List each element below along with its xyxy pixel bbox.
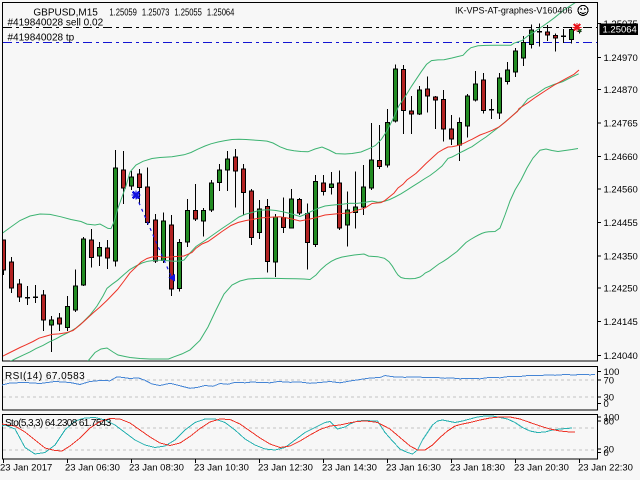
svg-text:23 Jan 08:30: 23 Jan 08:30	[129, 463, 184, 474]
svg-text:1.24660: 1.24660	[604, 152, 638, 163]
svg-text:23 Jan 10:30: 23 Jan 10:30	[194, 463, 249, 474]
svg-text:23 Jan 20:30: 23 Jan 20:30	[514, 463, 569, 474]
svg-text:#419840028 tp: #419840028 tp	[8, 33, 75, 44]
svg-text:0: 0	[604, 448, 609, 459]
svg-text:23 Jan 06:30: 23 Jan 06:30	[65, 463, 120, 474]
svg-text:80: 80	[604, 417, 615, 428]
svg-text:#419840028 sell 0.02: #419840028 sell 0.02	[8, 18, 104, 29]
svg-text:1.25064: 1.25064	[207, 7, 235, 19]
svg-text:1.24870: 1.24870	[604, 85, 638, 96]
svg-text:1.25055: 1.25055	[174, 7, 202, 19]
svg-text:1.24970: 1.24970	[604, 53, 638, 64]
svg-text:1.25059: 1.25059	[109, 7, 137, 19]
svg-text:1.24040: 1.24040	[604, 351, 638, 362]
svg-text:100: 100	[604, 413, 620, 424]
svg-text:23 Jan 22:30: 23 Jan 22:30	[578, 463, 633, 474]
svg-text:23 Jan 12:30: 23 Jan 12:30	[258, 463, 313, 474]
svg-text:1.24765: 1.24765	[604, 119, 638, 130]
svg-text:1.24250: 1.24250	[604, 284, 638, 295]
svg-text:23 Jan 18:30: 23 Jan 18:30	[450, 463, 505, 474]
svg-text:23 Jan 14:30: 23 Jan 14:30	[322, 463, 377, 474]
svg-text:23 Jan 16:30: 23 Jan 16:30	[386, 463, 441, 474]
svg-text:Sto(5,3,3) 64.2308 61.7543: Sto(5,3,3) 64.2308 61.7543	[5, 418, 112, 429]
svg-text:0: 0	[604, 399, 609, 410]
svg-text:100: 100	[604, 367, 620, 378]
svg-text:1.25073: 1.25073	[142, 7, 170, 19]
svg-text:RSI(14) 67.0583: RSI(14) 67.0583	[5, 371, 85, 382]
svg-text:1.25064: 1.25064	[603, 25, 637, 36]
svg-text:23 Jan 2017: 23 Jan 2017	[0, 463, 52, 474]
svg-text:GBPUSD,M15: GBPUSD,M15	[33, 8, 98, 19]
svg-text:1.24455: 1.24455	[604, 218, 638, 229]
svg-text:IK-VPS-AT-graphes-V160406: IK-VPS-AT-graphes-V160406	[455, 6, 572, 16]
svg-text:1.24350: 1.24350	[604, 252, 638, 263]
svg-text:70: 70	[604, 376, 615, 387]
svg-text:1.24560: 1.24560	[604, 184, 638, 195]
svg-text:1.24145: 1.24145	[604, 317, 638, 328]
svg-text:20: 20	[604, 445, 615, 456]
svg-text:30: 30	[604, 393, 615, 404]
